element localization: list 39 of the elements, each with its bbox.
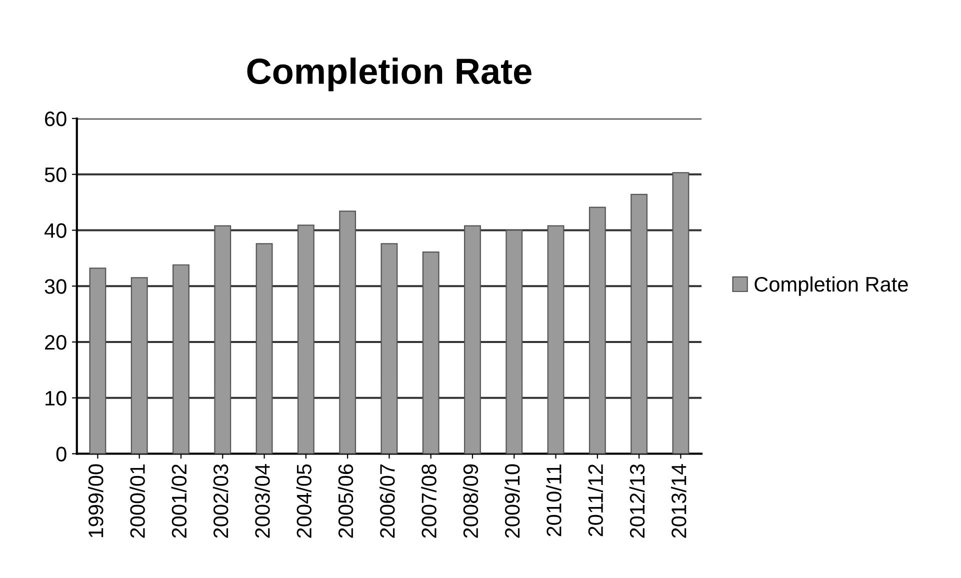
bar xyxy=(339,210,356,454)
x-tick-label: 2007/08 xyxy=(421,464,436,538)
bar xyxy=(130,277,148,454)
x-tick-label: 2001/02 xyxy=(171,464,187,538)
y-tick-label: 50 xyxy=(44,167,66,182)
x-tick-label: 2005/06 xyxy=(338,464,354,538)
bar xyxy=(256,243,273,454)
y-tick-label: 60 xyxy=(45,111,66,126)
x-tick-label: 2000/01 xyxy=(130,464,145,538)
x-tick-label: 2002/03 xyxy=(212,464,228,538)
chart-title: Completion Rate xyxy=(247,58,532,92)
bar xyxy=(422,251,440,454)
x-tick-label: 2004/05 xyxy=(296,464,312,538)
y-tick-label: 20 xyxy=(45,334,66,350)
bar xyxy=(172,264,190,454)
bar xyxy=(380,243,398,454)
bar xyxy=(630,194,648,454)
bar xyxy=(214,225,232,454)
bar xyxy=(297,224,314,454)
x-tick-label: 1999/00 xyxy=(88,464,104,538)
x-tick-label: 2009/10 xyxy=(504,464,520,538)
x-tick-label: 2010/11 xyxy=(546,464,562,536)
legend-label: Completion Rate xyxy=(754,276,908,296)
y-tick-label: 0 xyxy=(56,446,66,462)
x-tick-label: 2008/09 xyxy=(462,464,478,538)
x-tick-label: 2006/07 xyxy=(379,464,395,538)
bar xyxy=(506,230,523,454)
x-tick-label: 2003/04 xyxy=(254,464,270,538)
bar xyxy=(672,172,690,454)
bar xyxy=(588,206,606,454)
y-tick-label: 10 xyxy=(46,390,66,406)
x-tick-label: 2011/12 xyxy=(588,464,604,536)
x-tick-label: 2013/14 xyxy=(671,464,686,538)
bar xyxy=(464,225,481,454)
y-tick-label: 30 xyxy=(44,279,66,294)
x-tick-label: 2012/13 xyxy=(629,464,645,538)
y-tick-label: 40 xyxy=(44,223,66,238)
bar xyxy=(89,268,106,454)
bar xyxy=(547,225,564,454)
